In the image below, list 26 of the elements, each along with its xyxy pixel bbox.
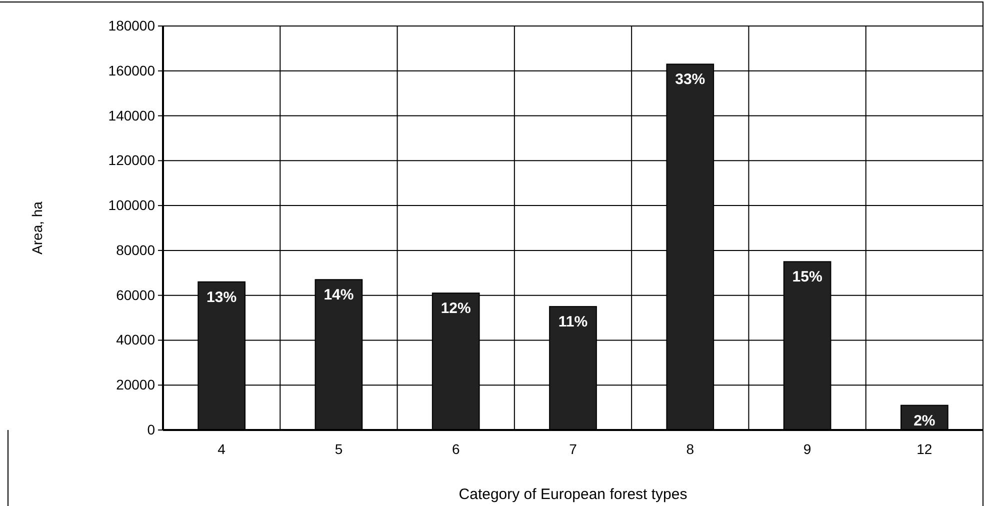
y-axis-title: Area, ha: [29, 201, 45, 254]
annotation: 13%: [206, 288, 237, 306]
x-axis-title: Category of European forest types: [458, 486, 688, 503]
y-tick-label: 140000: [108, 107, 156, 124]
x-tick-label: 12: [916, 440, 932, 457]
annotation: 12%: [440, 300, 471, 318]
x-tick-label: 9: [803, 440, 812, 457]
annotation: 15%: [792, 268, 822, 286]
y-tick-label: 160000: [108, 62, 156, 78]
annotation: 14%: [324, 286, 354, 304]
y-tick-label: 180000: [108, 17, 156, 34]
y-tick-label: 0: [147, 421, 156, 438]
x-tick-label: 6: [452, 440, 460, 457]
x-tick-label: 4: [218, 440, 226, 457]
annotation: 33%: [675, 71, 706, 88]
annotation: 11%: [558, 314, 588, 331]
x-tick-label: 7: [569, 440, 578, 457]
y-tick-label: 20000: [116, 376, 156, 393]
y-tick-label: 80000: [116, 242, 156, 258]
y-tick-label: 40000: [116, 332, 156, 348]
x-tick-label: 8: [686, 440, 694, 457]
y-tick-label: 100000: [108, 197, 156, 214]
y-tick-label: 120000: [108, 152, 156, 168]
y-tick-label: 60000: [116, 286, 156, 303]
annotation: 2%: [914, 412, 936, 430]
x-tick-label: 5: [334, 440, 343, 457]
